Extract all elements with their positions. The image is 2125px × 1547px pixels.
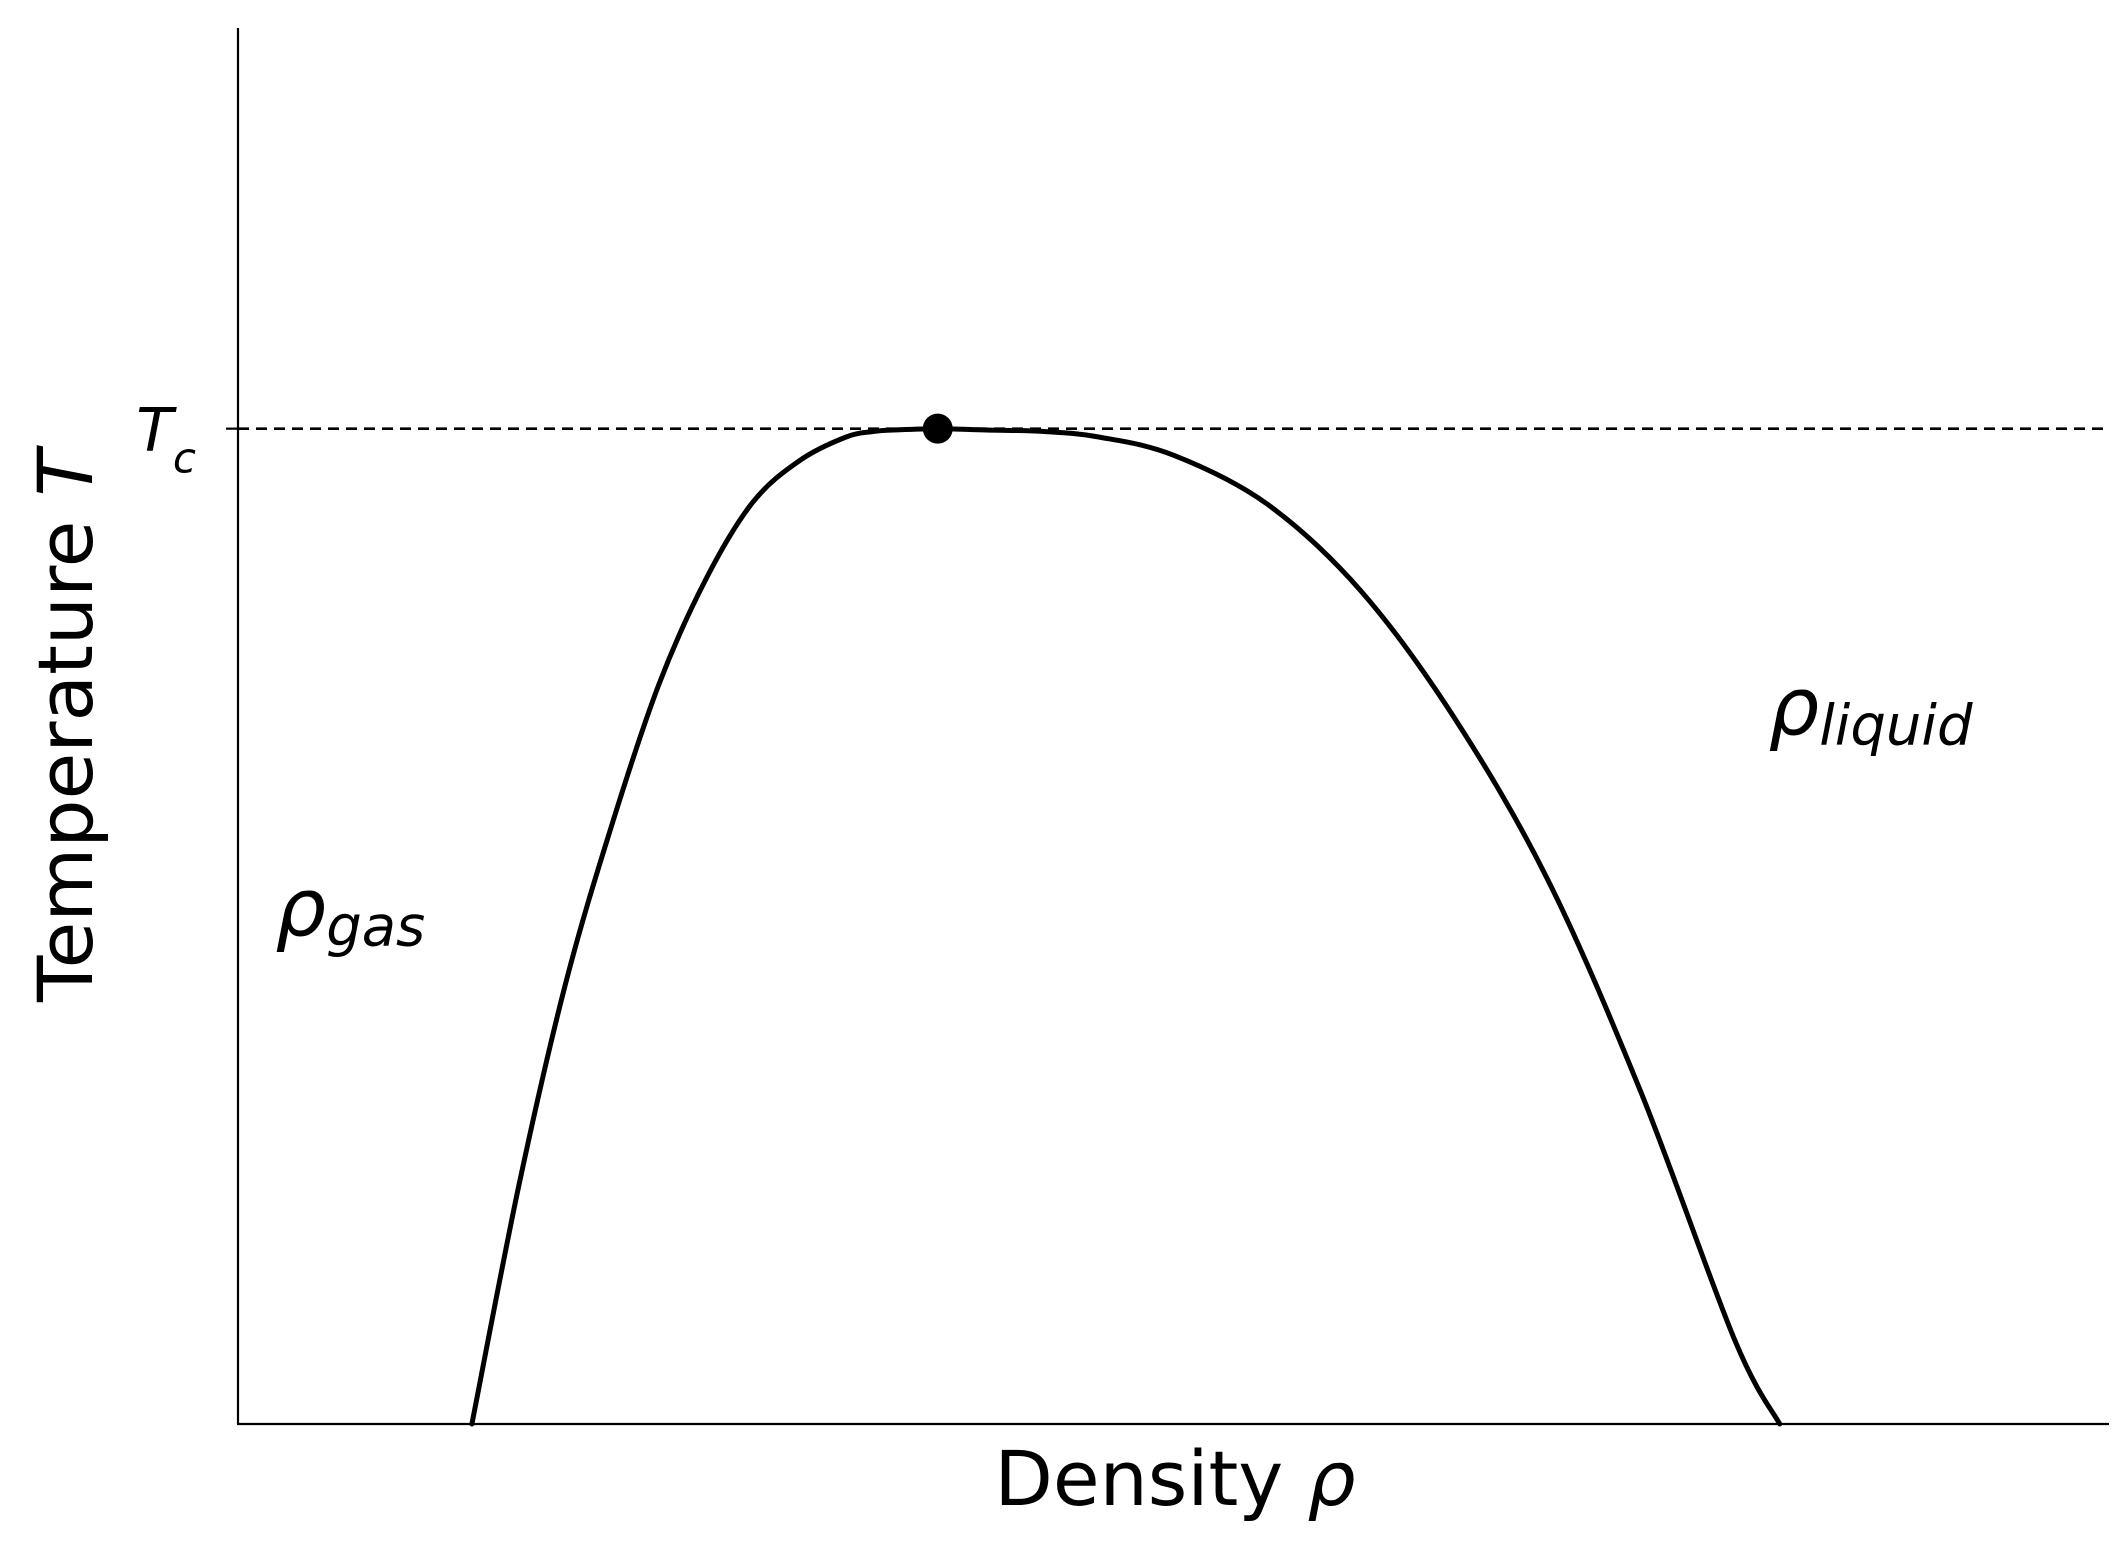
x-axis-label-text: Density [994, 1434, 1307, 1523]
x-axis-label: Density ρ [994, 1434, 1355, 1523]
annotation-rho-gas: ρgas [275, 861, 425, 959]
y-axis-label-symbol: T [21, 444, 110, 496]
annotation-subscript: gas [326, 894, 425, 959]
x-axis-label-symbol: ρ [1307, 1434, 1355, 1523]
y-axis-label-text: Temperature [21, 496, 110, 1003]
annotation-base: ρ [1768, 660, 1819, 753]
y-tick-label-tc: Tc [136, 396, 196, 483]
tick-label-base: T [136, 396, 177, 466]
critical-point-marker [922, 413, 953, 444]
y-axis-label: Temperature T [21, 444, 110, 1003]
tick-label-subscript: c [173, 434, 196, 483]
annotation-rho-liquid: ρliquid [1768, 660, 1972, 758]
coexistence-curve [469, 426, 1783, 1427]
annotation-subscript: liquid [1819, 693, 1973, 758]
annotation-base: ρ [275, 861, 326, 954]
